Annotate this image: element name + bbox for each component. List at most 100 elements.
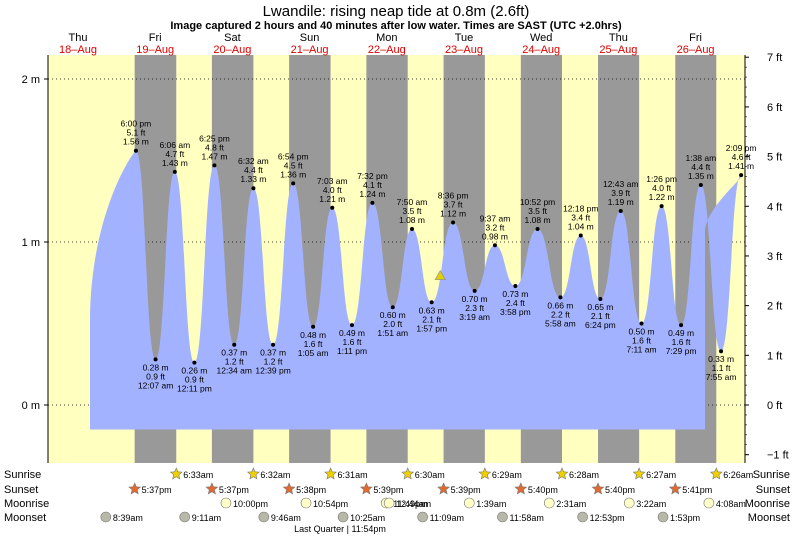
extreme-label: 8:36 pm bbox=[438, 190, 469, 200]
extreme-label: 0.63 m bbox=[419, 305, 445, 315]
extreme-label: 1.6 ft bbox=[672, 337, 692, 347]
extreme-label: 12:11 pm bbox=[177, 384, 212, 394]
extreme-label: 0.65 m bbox=[587, 302, 613, 312]
extreme-label: 2.4 ft bbox=[506, 298, 526, 308]
sunrise-row-label-right: Sunrise bbox=[753, 469, 790, 481]
extreme-point bbox=[698, 182, 703, 187]
extreme-label: 7:55 am bbox=[706, 372, 737, 382]
extreme-label: 1.1 ft bbox=[712, 363, 732, 373]
extreme-label: 2.1 ft bbox=[422, 314, 442, 324]
right-tick-label: 0 ft bbox=[767, 400, 782, 412]
moonrise-icon bbox=[300, 497, 312, 509]
extreme-point bbox=[153, 357, 158, 362]
extreme-label: 1.33 m bbox=[240, 174, 266, 184]
extreme-point bbox=[251, 186, 256, 191]
moonrise-icon bbox=[703, 497, 715, 509]
extreme-point bbox=[350, 323, 355, 328]
left-tick-label: 1 m bbox=[22, 237, 40, 249]
sunset-icon bbox=[437, 482, 451, 495]
sunset-icon bbox=[591, 482, 605, 495]
extreme-point bbox=[172, 169, 177, 174]
sunrise-icon bbox=[324, 467, 338, 480]
sunset-time: 5:39pm bbox=[451, 485, 481, 495]
moonset-time: 9:46am bbox=[271, 513, 301, 523]
extreme-label: 1.41 m bbox=[728, 161, 754, 171]
moonset-time: 12:53pm bbox=[590, 513, 625, 523]
day-weekday: Thu bbox=[69, 32, 88, 44]
moonset-icon bbox=[337, 511, 349, 523]
extreme-label: 0.66 m bbox=[547, 300, 573, 310]
moonrise-icon bbox=[383, 497, 395, 509]
extreme-label: 0.9 ft bbox=[146, 371, 166, 381]
current-level-marker bbox=[434, 269, 446, 280]
extreme-label: 0.26 m bbox=[181, 366, 207, 376]
day-weekday: Mon bbox=[376, 32, 397, 44]
extreme-point bbox=[639, 321, 644, 326]
extreme-point bbox=[472, 288, 477, 293]
extreme-label: 5:58 am bbox=[545, 318, 576, 328]
extreme-label: 1.08 m bbox=[525, 215, 551, 225]
extreme-label: 4.4 ft bbox=[691, 162, 711, 172]
extreme-label: 3.9 ft bbox=[611, 188, 631, 198]
extreme-label: 0.37 m bbox=[260, 348, 286, 358]
extreme-point bbox=[212, 163, 217, 168]
extreme-label: 2.3 ft bbox=[465, 303, 485, 313]
extreme-point bbox=[192, 360, 197, 365]
sunrise-icon bbox=[709, 467, 723, 480]
moonrise-time: 10:54pm bbox=[313, 499, 348, 509]
day-date: 21–Aug bbox=[291, 44, 329, 56]
extreme-points bbox=[133, 148, 744, 365]
extreme-point bbox=[492, 243, 497, 248]
axes: 0 m 1 m 2 m −1 ft 0 ft 1 ft 2 ft 3 ft 4 ft 5 ft 6 … bbox=[22, 32, 789, 463]
extreme-label: 1.04 m bbox=[568, 221, 594, 231]
right-tick-label: 6 ft bbox=[767, 102, 782, 114]
extreme-label: 2.1 ft bbox=[591, 311, 611, 321]
extreme-point bbox=[451, 220, 456, 225]
extreme-label: 1.22 m bbox=[649, 192, 675, 202]
extreme-point bbox=[739, 173, 744, 178]
extreme-label: 4.4 ft bbox=[244, 165, 264, 175]
moonset-icon bbox=[417, 511, 428, 523]
right-tick-label: 3 ft bbox=[767, 251, 782, 263]
extreme-point bbox=[719, 349, 724, 354]
sunrise-time: 6:27am bbox=[646, 470, 676, 480]
extreme-label: 1:26 pm bbox=[646, 174, 677, 184]
extreme-label: 0.28 m bbox=[143, 362, 169, 372]
extreme-label: 4.5 ft bbox=[284, 160, 304, 170]
day-date: 25–Aug bbox=[599, 44, 637, 56]
sunrise-icon bbox=[478, 467, 492, 480]
extreme-label: 12:39 pm bbox=[255, 366, 290, 376]
extreme-label: 0.37 m bbox=[221, 348, 247, 358]
moonrise-time: 1:39am bbox=[476, 499, 506, 509]
extreme-point bbox=[311, 324, 316, 329]
moonrise-icon bbox=[543, 497, 555, 509]
moonset-time: 1:53pm bbox=[670, 513, 700, 523]
sunrise-icon bbox=[246, 467, 260, 480]
extreme-label: 6:25 pm bbox=[199, 133, 230, 143]
day-weekday: Fri bbox=[689, 32, 702, 44]
sunrise-time: 6:30am bbox=[415, 470, 445, 480]
extreme-point bbox=[513, 284, 518, 289]
sunrise-time: 6:32am bbox=[260, 470, 290, 480]
day-weekday: Sat bbox=[224, 32, 241, 44]
moonrise-time: 2:31am bbox=[556, 499, 586, 509]
extreme-label: 1.19 m bbox=[608, 197, 634, 207]
moonset-row-label-right: Moonset bbox=[748, 512, 790, 524]
extreme-point bbox=[370, 200, 375, 205]
extreme-label: 4.0 ft bbox=[652, 183, 672, 193]
extreme-label: 1.6 ft bbox=[304, 339, 324, 349]
extreme-label: 6:00 pm bbox=[121, 119, 152, 129]
extreme-label: 7:11 am bbox=[626, 345, 656, 355]
extreme-point bbox=[578, 233, 583, 238]
extreme-label: 1.08 m bbox=[399, 215, 425, 225]
extreme-point bbox=[659, 204, 664, 209]
extreme-label: 1:57 pm bbox=[416, 323, 447, 333]
extreme-label: 0.9 ft bbox=[185, 375, 205, 385]
right-tick-label: 1 ft bbox=[767, 350, 782, 362]
moon-phase: Last Quarter | 11:54pm bbox=[294, 524, 386, 534]
extreme-label: 0.49 m bbox=[339, 328, 365, 338]
extreme-point bbox=[330, 205, 335, 210]
extreme-point bbox=[535, 226, 540, 231]
moonrise-time: 4:08am bbox=[716, 499, 746, 509]
